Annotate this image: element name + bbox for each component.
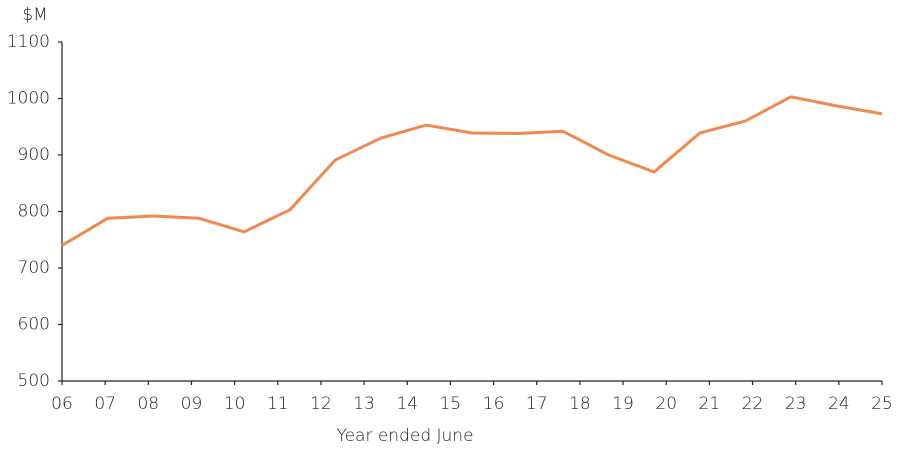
x-tick-label: 10 (224, 394, 246, 414)
x-tick-label: 17 (526, 394, 548, 414)
x-tick-label: 22 (742, 394, 764, 414)
x-axis-label: Year ended June (336, 426, 473, 446)
y-tick-label: 600 (18, 315, 50, 335)
y-tick-label: 1000 (7, 89, 50, 109)
x-tick-label: 11 (267, 394, 289, 414)
y-tick-label: 800 (18, 202, 50, 222)
x-tick-label: 14 (396, 394, 418, 414)
x-tick-label: 09 (181, 394, 203, 414)
x-tick-label: 20 (655, 394, 677, 414)
x-tick-label: 23 (785, 394, 807, 414)
x-tick-label: 13 (353, 394, 375, 414)
x-tick-label: 12 (310, 394, 332, 414)
x-tick-label: 19 (612, 394, 634, 414)
y-tick-label: 700 (18, 258, 50, 278)
x-tick-label: 21 (699, 394, 721, 414)
line-series (61, 95, 883, 247)
y-tick-label: 500 (18, 371, 50, 391)
x-tick-label: 16 (483, 394, 505, 414)
x-tick-label: 18 (569, 394, 591, 414)
x-tick-label: 06 (51, 394, 73, 414)
y-unit-label: $M (22, 5, 47, 25)
x-tick-label: 15 (440, 394, 462, 414)
x-tick-label: 07 (94, 394, 116, 414)
x-tick-label: 08 (137, 394, 159, 414)
x-tick-label: 25 (871, 394, 893, 414)
x-tick-label: 24 (828, 394, 850, 414)
y-tick-label: 1100 (7, 32, 50, 52)
y-tick-label: 900 (18, 145, 50, 165)
